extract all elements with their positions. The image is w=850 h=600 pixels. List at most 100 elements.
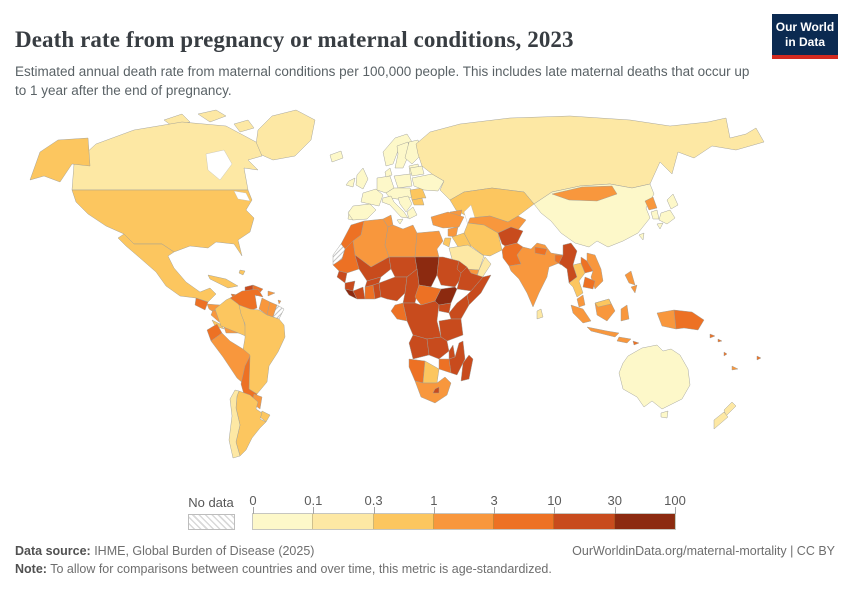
country-libya[interactable] [384,224,418,258]
country-timor-leste[interactable] [632,340,640,346]
country-zambia[interactable] [426,336,450,360]
country-iceland[interactable] [329,150,344,163]
country-chile[interactable] [228,389,241,459]
country-united-kingdom[interactable] [355,167,369,190]
owid-url-link[interactable]: OurWorldinData.org/maternal-mortality | … [572,544,835,558]
no-data-swatch[interactable] [188,514,235,530]
country-new-caledonia[interactable] [731,365,739,371]
owid-logo-line1: Our World [775,20,835,34]
country-costa-rica[interactable] [211,319,225,330]
country-poland[interactable] [393,173,413,189]
country-north-korea[interactable] [644,196,658,211]
country-sri-lanka[interactable] [536,308,544,320]
country-sicily[interactable] [396,218,404,225]
legend-bin-3-10[interactable] [494,514,555,529]
country-indonesia-sumatra[interactable] [570,304,592,324]
country-malaysia-borneo[interactable] [594,298,612,308]
country-peru[interactable] [210,332,251,386]
legend-bin-1-3[interactable] [433,514,495,529]
country-greece[interactable] [406,206,418,220]
country-vietnam[interactable] [586,252,604,290]
country-guatemala[interactable] [194,297,209,311]
legend-bin-30-100[interactable] [614,514,675,529]
legend-bin-0-0.1[interactable] [253,514,314,529]
country-greenland[interactable] [254,109,316,161]
country-lesser-antilles[interactable] [277,299,282,305]
country-turkey[interactable] [430,211,465,229]
country-dr-congo[interactable] [402,300,442,340]
country-italy[interactable] [381,195,409,219]
country-laos[interactable] [580,256,594,274]
owid-logo[interactable]: Our World in Data [772,14,838,59]
country-canada-arctic[interactable] [197,109,227,123]
country-canada[interactable] [71,121,263,191]
country-new-zealand[interactable] [713,411,729,430]
country-sweden[interactable] [394,141,411,169]
country-botswana[interactable] [422,360,440,384]
world-map [29,109,765,459]
country-mongolia[interactable] [551,185,618,202]
country-egypt[interactable] [414,230,444,258]
country-mozambique[interactable] [448,340,466,376]
country-mexico[interactable] [117,233,217,303]
country-spain[interactable] [347,203,377,221]
country-malaysia[interactable] [576,294,586,308]
country-alaska[interactable] [29,137,91,183]
country-congo-gabon[interactable] [390,302,408,322]
country-indonesia-java[interactable] [586,326,620,338]
data-source-text: IHME, Global Burden of Disease (2025) [90,544,315,558]
country-tasmania[interactable] [660,410,669,419]
country-myanmar[interactable] [558,242,578,284]
country-taiwan[interactable] [638,232,645,241]
country-papua-new-guinea[interactable] [673,309,705,331]
country-tanzania[interactable] [438,318,464,342]
country-bahamas[interactable] [238,269,246,276]
legend-bin-0.3-1[interactable] [373,514,434,529]
country-denmark[interactable] [384,167,393,178]
country-philippines[interactable] [624,270,636,286]
country-uganda[interactable] [438,302,452,314]
country-cuba[interactable] [207,274,239,289]
country-nepal[interactable] [534,246,548,256]
country-canada-arctic[interactable] [233,119,255,133]
country-solomon-islands[interactable] [717,338,723,343]
country-jordan[interactable] [442,237,452,248]
legend-bin-10-30[interactable] [554,514,615,529]
country-zimbabwe[interactable] [438,358,452,374]
country-japan[interactable] [658,209,676,225]
country-puerto-rico[interactable] [267,290,276,297]
country-south-africa[interactable] [414,376,452,404]
country-indonesia-sulawesi[interactable] [620,304,630,322]
country-belarus[interactable] [409,165,425,177]
country-senegal[interactable] [336,270,348,284]
country-china[interactable] [533,183,655,248]
country-angola[interactable] [408,334,430,360]
country-namibia[interactable] [408,358,426,384]
country-brazil[interactable] [238,304,286,395]
legend-bin-0.1-0.3[interactable] [313,514,374,529]
country-indonesia-lesser-sunda[interactable] [616,336,632,344]
data-source-line: Data source: IHME, Global Burden of Dise… [15,544,314,558]
country-nigeria[interactable] [378,276,408,302]
country-solomon-islands[interactable] [709,333,716,339]
country-vanuatu[interactable] [723,351,728,357]
country-madagascar[interactable] [460,354,474,382]
country-cambodia[interactable] [582,276,596,290]
country-ireland[interactable] [345,177,356,188]
country-lesotho[interactable] [432,386,440,394]
map-legend: No data 0 0.1 0.3 1 3 10 30 100 [0,493,850,535]
country-south-korea[interactable] [650,209,660,220]
country-malawi[interactable] [448,344,456,360]
country-france[interactable] [360,188,384,207]
country-japan[interactable] [666,193,679,210]
country-australia[interactable] [618,344,691,410]
country-usa[interactable] [71,189,255,257]
country-burkina-faso[interactable] [364,276,382,288]
country-indonesia-papua[interactable] [656,309,677,330]
country-japan[interactable] [656,222,664,230]
country-philippines[interactable] [630,284,638,294]
country-balkans[interactable] [397,195,413,213]
legend-tick-label: 10 [547,493,562,508]
country-russia[interactable] [415,115,765,205]
country-fiji[interactable] [756,355,762,361]
